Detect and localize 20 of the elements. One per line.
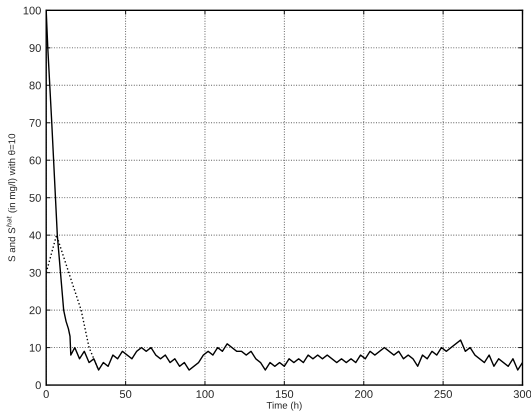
y-axis-title: S and S$^{hat}$ (in mg/l) with θ=10 xyxy=(6,134,18,262)
x-axis-title: Time (h) xyxy=(266,402,302,411)
y-tick-label: 30 xyxy=(29,268,41,277)
x-tick-label: 300 xyxy=(514,390,531,398)
x-tick-label: 250 xyxy=(434,390,452,398)
x-tick-label: 150 xyxy=(276,390,294,398)
y-tick-label: 40 xyxy=(29,231,41,240)
y-tick-label: 90 xyxy=(30,44,41,52)
y-tick-label: 50 xyxy=(29,194,41,202)
x-tick-label: 50 xyxy=(120,390,132,398)
y-tick-label: 10 xyxy=(30,344,41,352)
y-tick-label: 100 xyxy=(24,6,41,14)
y-tick-label: 20 xyxy=(30,306,41,314)
x-tick-label: 100 xyxy=(196,390,214,398)
y-tick-label: 0 xyxy=(36,381,41,390)
x-tick-label: 0 xyxy=(44,390,49,398)
x-tick-label: 200 xyxy=(355,390,373,398)
y-tick-label: 70 xyxy=(30,119,41,127)
y-tick-label: 80 xyxy=(29,82,41,90)
y-tick-label: 60 xyxy=(30,156,41,164)
